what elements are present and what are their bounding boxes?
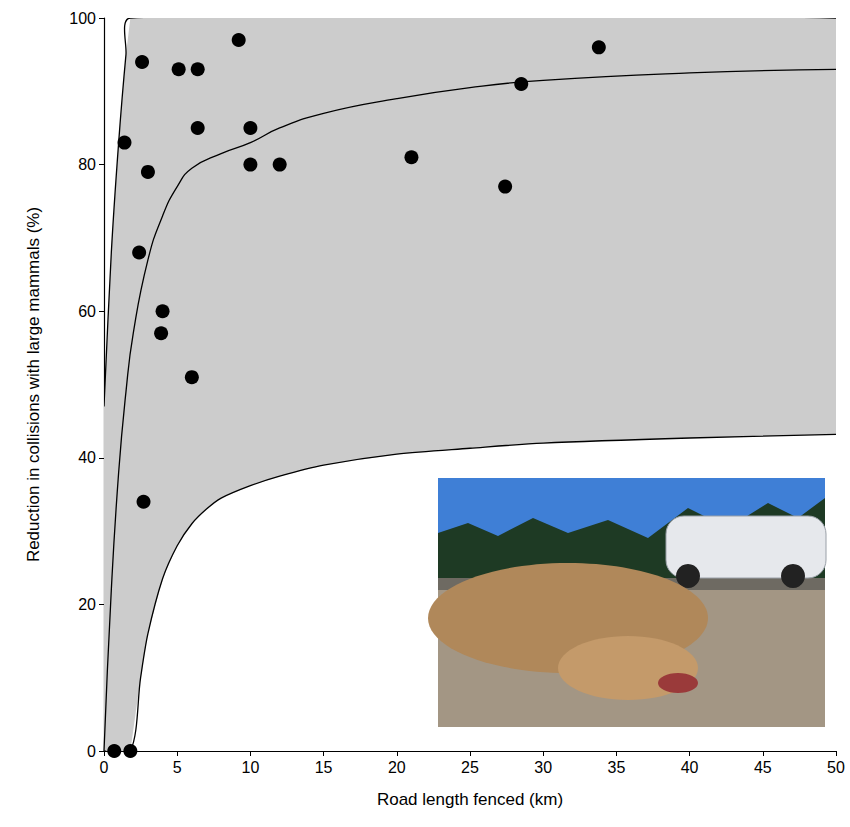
svg-text:Reduction in collisions with l: Reduction in collisions with large mamma… <box>24 207 43 562</box>
svg-text:45: 45 <box>754 759 772 776</box>
svg-text:0: 0 <box>100 759 109 776</box>
svg-text:25: 25 <box>461 759 479 776</box>
svg-text:30: 30 <box>534 759 552 776</box>
svg-text:35: 35 <box>608 759 626 776</box>
svg-text:15: 15 <box>315 759 333 776</box>
svg-text:40: 40 <box>681 759 699 776</box>
svg-text:20: 20 <box>388 759 406 776</box>
svg-text:Road length fenced (km): Road length fenced (km) <box>377 790 563 809</box>
svg-text:40: 40 <box>78 449 96 466</box>
svg-text:50: 50 <box>827 759 845 776</box>
svg-text:80: 80 <box>78 156 96 173</box>
svg-text:60: 60 <box>78 303 96 320</box>
svg-text:5: 5 <box>173 759 182 776</box>
svg-text:0: 0 <box>87 743 96 760</box>
svg-text:100: 100 <box>69 10 96 27</box>
svg-text:20: 20 <box>78 596 96 613</box>
svg-text:10: 10 <box>242 759 260 776</box>
